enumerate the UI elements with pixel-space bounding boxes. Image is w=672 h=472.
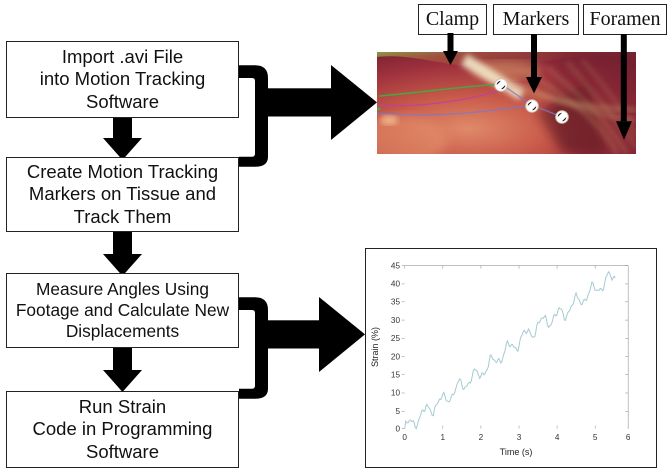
svg-text:35: 35 [391, 298, 401, 307]
svg-text:10: 10 [391, 389, 401, 398]
svg-text:3: 3 [517, 433, 522, 442]
svg-text:15: 15 [391, 370, 401, 379]
svg-text:45: 45 [391, 261, 401, 270]
svg-text:40: 40 [391, 280, 401, 289]
svg-text:4: 4 [555, 433, 560, 442]
svg-text:30: 30 [391, 316, 401, 325]
svg-text:1: 1 [441, 433, 446, 442]
svg-text:5: 5 [593, 433, 598, 442]
svg-text:0: 0 [402, 433, 407, 442]
svg-text:2: 2 [479, 433, 484, 442]
svg-text:Time (s): Time (s) [500, 447, 533, 457]
svg-text:5: 5 [395, 407, 400, 416]
svg-text:6: 6 [626, 433, 631, 442]
svg-text:0: 0 [395, 424, 400, 433]
svg-text:Strain (%): Strain (%) [370, 327, 380, 367]
svg-text:20: 20 [391, 352, 401, 361]
svg-text:25: 25 [391, 334, 401, 343]
